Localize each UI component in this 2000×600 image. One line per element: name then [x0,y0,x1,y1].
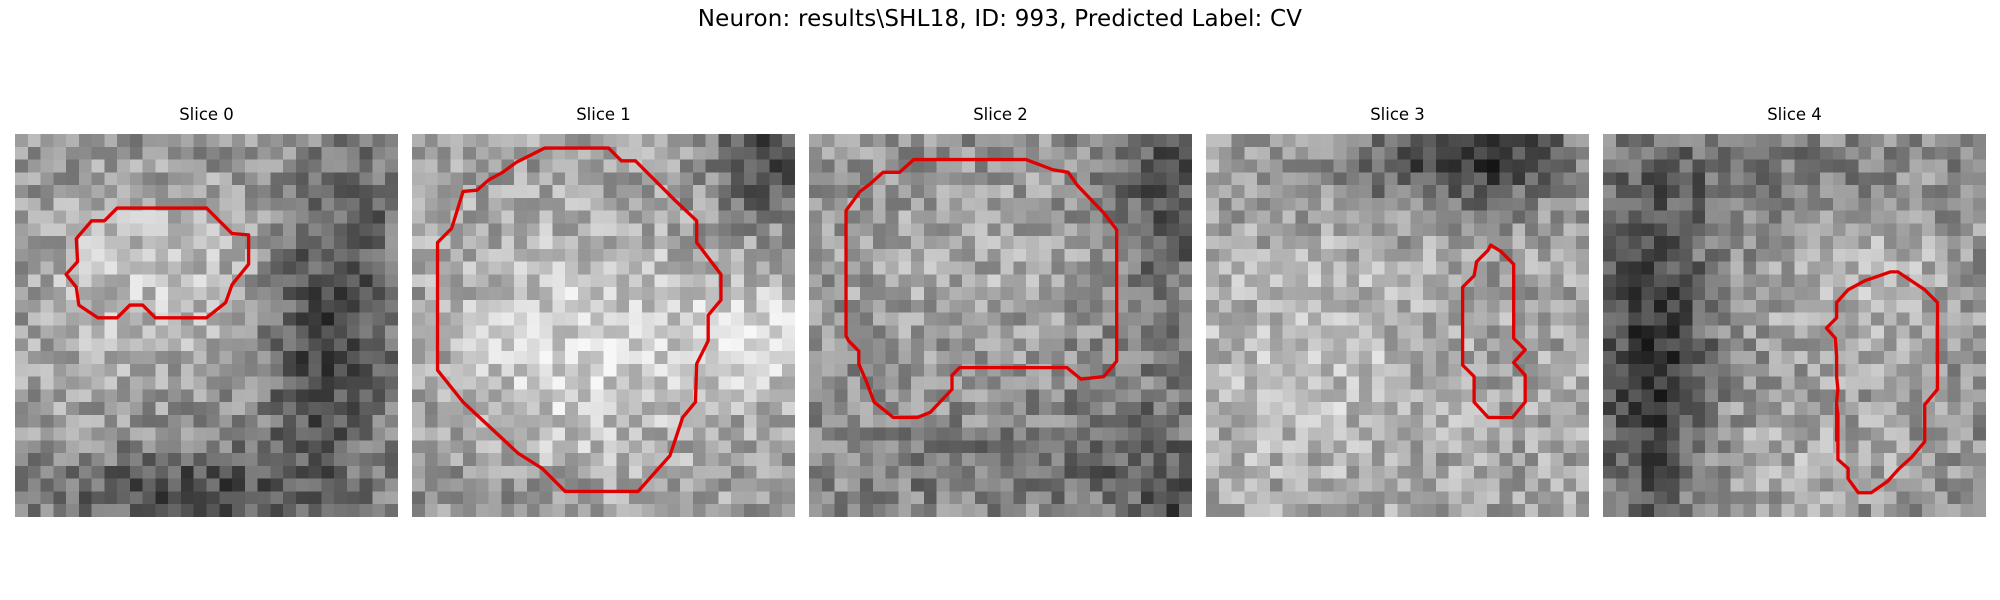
roi-contour-3 [1460,243,1527,420]
roi-contour-4 [1824,270,1940,495]
slice-panel-1: Slice 1 [412,105,795,517]
slice-panel-3: Slice 3 [1206,105,1589,517]
figure-title: Neuron: results\SHL18, ID: 993, Predicte… [697,6,1303,32]
slice-image-2 [809,134,1192,517]
slice-title-1: Slice 1 [576,105,631,124]
slice-title-2: Slice 2 [973,105,1028,124]
slice-panel-0: Slice 0 [15,105,398,517]
roi-contour-1 [435,146,723,494]
slice-image-4 [1603,134,1986,517]
roi-contour-2 [844,157,1119,420]
slice-image-1 [412,134,795,517]
slice-title-4: Slice 4 [1767,105,1822,124]
slice-image-0 [15,134,398,517]
slice-title-3: Slice 3 [1370,105,1425,124]
slice-image-3 [1206,134,1589,517]
slice-panel-2: Slice 2 [809,105,1192,517]
slice-title-0: Slice 0 [179,105,234,124]
roi-contour-0 [64,206,251,320]
slice-panel-4: Slice 4 [1603,105,1986,517]
